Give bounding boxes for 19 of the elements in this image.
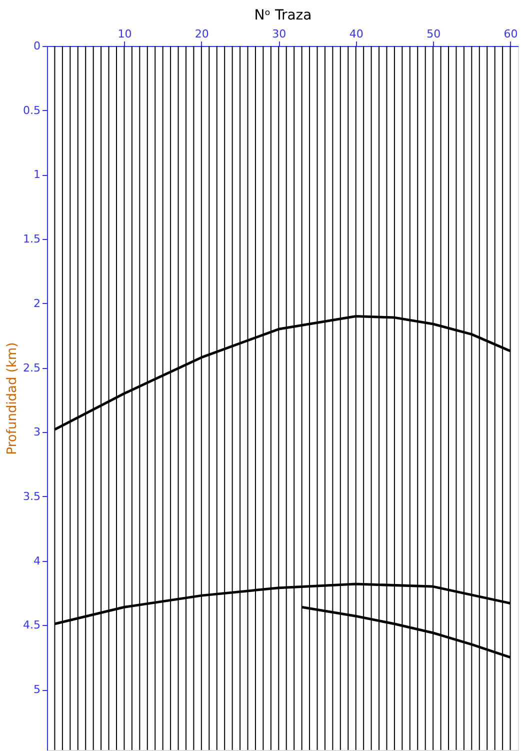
- y-tick-label: 1: [34, 168, 40, 182]
- y-tick-label: 3.5: [23, 490, 40, 503]
- y-tick-label: 2.5: [23, 361, 40, 374]
- y-tick-label: 5: [34, 683, 40, 696]
- y-tick-label: 3: [34, 426, 40, 439]
- x-tick-label: 50: [426, 28, 441, 40]
- y-tick-label: 4.5: [23, 618, 40, 632]
- x-axis-title: Nᵒ Traza: [254, 8, 312, 24]
- x-tick-label: 10: [118, 28, 132, 40]
- x-tick-label: 60: [504, 28, 518, 40]
- y-axis-title: Profundidad (km): [5, 342, 20, 455]
- y-tick-label: 0.5: [23, 104, 40, 117]
- y-tick-label: 4: [34, 554, 40, 568]
- x-tick-label: 30: [272, 28, 286, 40]
- x-tick-label: 20: [194, 28, 209, 40]
- y-tick-label: 2: [34, 296, 40, 310]
- x-tick-label: 40: [349, 28, 364, 40]
- y-tick-label: 0: [34, 40, 40, 52]
- y-tick-label: 1.5: [23, 232, 40, 246]
